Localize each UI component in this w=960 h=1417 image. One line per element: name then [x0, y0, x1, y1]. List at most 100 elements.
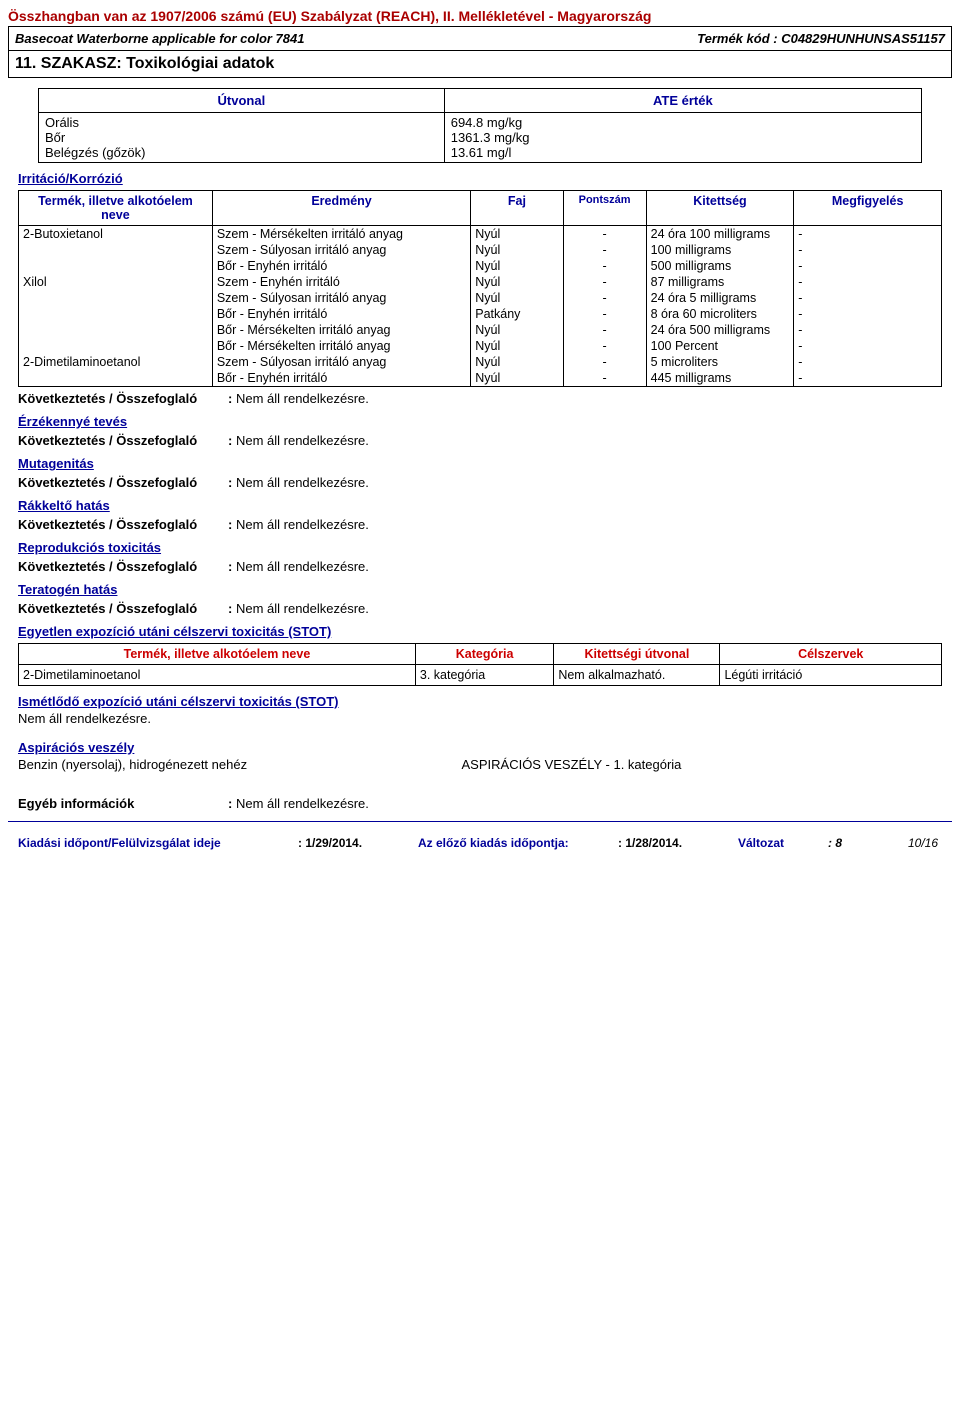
product-code-value: C04829HUNHUNSAS51157 [781, 31, 945, 46]
table-row: Bőr - Enyhén irritálóNyúl-500 milligrams… [19, 258, 942, 274]
product-header-band: Basecoat Waterborne applicable for color… [8, 26, 952, 51]
table-cell: Nyúl [471, 226, 563, 243]
table-cell: - [563, 242, 646, 258]
reprotox-header: Reprodukciós toxicitás [18, 540, 942, 555]
conclusion-value: Nem áll rendelkezésre. [228, 559, 369, 574]
table-cell: - [794, 322, 942, 338]
table-cell: Nyúl [471, 242, 563, 258]
conclusion-row: Következtetés / Összefoglaló Nem áll ren… [18, 517, 942, 532]
conclusion-value: Nem áll rendelkezésre. [228, 475, 369, 490]
stot-repeat-header: Ismétlődő expozíció utáni célszervi toxi… [18, 694, 942, 709]
table-cell: Nyúl [471, 338, 563, 354]
irr-col-obs: Megfigyelés [794, 191, 942, 226]
aspiration-row: Benzin (nyersolaj), hidrogénezett nehéz … [18, 757, 942, 772]
conclusion-label: Következtetés / Összefoglaló [18, 601, 228, 616]
table-cell: Bőr - Enyhén irritáló [212, 370, 470, 387]
irr-col-species: Faj [471, 191, 563, 226]
table-cell: Bőr - Enyhén irritáló [212, 306, 470, 322]
table-cell: Bőr - Enyhén irritáló [212, 258, 470, 274]
irr-col-result: Eredmény [212, 191, 470, 226]
stot-target: Légúti irritáció [720, 665, 942, 686]
table-cell: Szem - Súlyosan irritáló anyag [212, 354, 470, 370]
table-cell: 24 óra 500 milligrams [646, 322, 794, 338]
table-cell: - [794, 306, 942, 322]
carcinogenicity-header: Rákkeltő hatás [18, 498, 942, 513]
conclusion-row: Következtetés / Összefoglaló Nem áll ren… [18, 559, 942, 574]
table-cell: 100 milligrams [646, 242, 794, 258]
stot-single-header: Egyetlen expozíció utáni célszervi toxic… [18, 624, 942, 639]
footer-version-label: Változat [738, 836, 828, 850]
table-cell: - [794, 274, 942, 290]
footer: Kiadási időpont/Felülvizsgálat ideje : 1… [8, 836, 952, 850]
conclusion-row: Következtetés / Összefoglaló Nem áll ren… [18, 475, 942, 490]
table-row: Szem - Súlyosan irritáló anyagNyúl-100 m… [19, 242, 942, 258]
table-row: Bőr - Enyhén irritálóNyúl-445 milligrams… [19, 370, 942, 387]
conclusion-row: Következtetés / Összefoglaló Nem áll ren… [18, 601, 942, 616]
other-info-value: Nem áll rendelkezésre. [228, 796, 369, 811]
table-cell: Nyúl [471, 290, 563, 306]
stot-repeat-value: Nem áll rendelkezésre. [18, 711, 942, 726]
irritation-header: Irritáció/Korrózió [18, 171, 942, 186]
route-value: 13.61 mg/l [451, 145, 915, 160]
stot-row: 2-Dimetilaminoetanol 3. kategória Nem al… [19, 665, 942, 686]
conclusion-row: Következtetés / Összefoglaló Nem áll ren… [18, 391, 942, 406]
route-row: Belégzés (gőzök) [45, 145, 438, 160]
aspiration-value: ASPIRÁCIÓS VESZÉLY - 1. kategória [462, 757, 682, 772]
table-cell [19, 290, 213, 306]
irr-col-name: Termék, illetve alkotóelem neve [19, 191, 213, 226]
other-info-label: Egyéb információk [18, 796, 228, 811]
footer-prev-label: Az előző kiadás időpontja: [418, 836, 618, 850]
table-cell: - [563, 258, 646, 274]
table-cell: Nyúl [471, 274, 563, 290]
product-code-label: Termék kód : [697, 31, 777, 46]
sensitization-header: Érzékennyé tevés [18, 414, 942, 429]
table-cell [19, 338, 213, 354]
table-cell: - [563, 338, 646, 354]
route-body-right: 694.8 mg/kg 1361.3 mg/kg 13.61 mg/l [445, 113, 921, 162]
table-cell: Szem - Súlyosan irritáló anyag [212, 242, 470, 258]
table-cell: Bőr - Mérsékelten irritáló anyag [212, 338, 470, 354]
conclusion-label: Következtetés / Összefoglaló [18, 391, 228, 406]
route-header-right: ATE érték [445, 89, 921, 112]
table-cell: - [794, 370, 942, 387]
stot-col-category: Kategória [415, 644, 553, 665]
table-cell: - [563, 290, 646, 306]
stot-table: Termék, illetve alkotóelem neve Kategóri… [18, 643, 942, 686]
table-cell: Nyúl [471, 370, 563, 387]
section-title: 11. SZAKASZ: Toxikológiai adatok [8, 51, 952, 78]
irritation-table: Termék, illetve alkotóelem neve Eredmény… [18, 190, 942, 387]
table-cell: 2-Dimetilaminoetanol [19, 354, 213, 370]
table-cell: - [563, 354, 646, 370]
footer-issue-date: : 1/29/2014. [298, 836, 418, 850]
table-row: Szem - Súlyosan irritáló anyagNyúl-24 ór… [19, 290, 942, 306]
table-cell: - [794, 290, 942, 306]
table-cell: 5 microliters [646, 354, 794, 370]
table-cell: Nyúl [471, 258, 563, 274]
conclusion-label: Következtetés / Összefoglaló [18, 517, 228, 532]
table-cell: - [563, 370, 646, 387]
route-row: Orális [45, 115, 438, 130]
table-cell: - [563, 306, 646, 322]
table-cell: Nyúl [471, 322, 563, 338]
table-cell: 100 Percent [646, 338, 794, 354]
conclusion-label: Következtetés / Összefoglaló [18, 433, 228, 448]
table-cell: Szem - Súlyosan irritáló anyag [212, 290, 470, 306]
footer-prev-date: : 1/28/2014. [618, 836, 738, 850]
table-cell [19, 306, 213, 322]
table-row: Bőr - Mérsékelten irritáló anyagNyúl -24 … [19, 322, 942, 338]
mutagenicity-header: Mutagenitás [18, 456, 942, 471]
product-name: Basecoat Waterborne applicable for color… [15, 31, 304, 46]
table-cell: - [794, 258, 942, 274]
table-cell [19, 322, 213, 338]
table-row: Bőr - Mérsékelten irritáló anyagNyúl-100… [19, 338, 942, 354]
table-cell: 500 milligrams [646, 258, 794, 274]
conclusion-row: Következtetés / Összefoglaló Nem áll ren… [18, 433, 942, 448]
conclusion-label: Következtetés / Összefoglaló [18, 475, 228, 490]
footer-version: : 8 [828, 836, 878, 850]
footer-page: 10/16 [878, 836, 938, 850]
teratogen-header: Teratogén hatás [18, 582, 942, 597]
table-row: Bőr - Enyhén irritálóPatkány-8 óra 60 mi… [19, 306, 942, 322]
table-row: XilolSzem - Enyhén irritálóNyúl-87 milli… [19, 274, 942, 290]
table-cell: Bőr - Mérsékelten irritáló anyag [212, 322, 470, 338]
table-cell: Xilol [19, 274, 213, 290]
